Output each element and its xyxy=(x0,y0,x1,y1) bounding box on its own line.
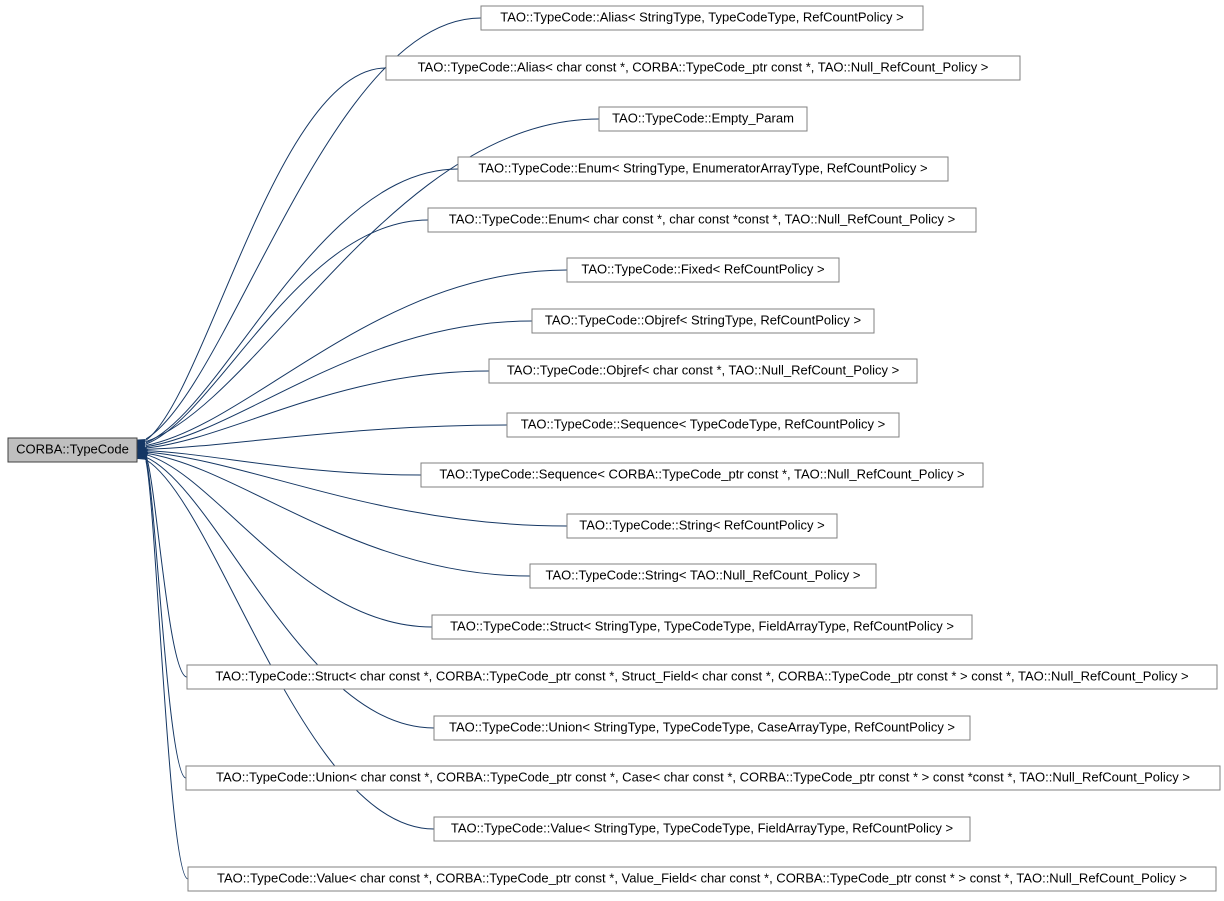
class-node-label: TAO::TypeCode::Enum< StringType, Enumera… xyxy=(478,160,927,175)
inheritance-diagram: CORBA::TypeCode TAO::TypeCode::Alias< Str… xyxy=(0,0,1224,901)
class-node-label: TAO::TypeCode::Objref< char const *, TAO… xyxy=(507,362,899,377)
class-node-label: TAO::TypeCode::Alias< StringType, TypeCo… xyxy=(500,9,903,24)
inheritance-edge xyxy=(146,425,507,449)
class-node-label: TAO::TypeCode::Union< StringType, TypeCo… xyxy=(449,719,955,734)
class-node-label: TAO::TypeCode::Value< StringType, TypeCo… xyxy=(451,820,953,835)
inheritance-edge xyxy=(146,455,432,627)
class-node-label: TAO::TypeCode::Struct< StringType, TypeC… xyxy=(450,618,954,633)
class-node-label: TAO::TypeCode::Union< char const *, CORB… xyxy=(216,769,1190,784)
inheritance-edge xyxy=(146,458,186,778)
inheritance-edge xyxy=(146,456,187,677)
class-node-label: TAO::TypeCode::Sequence< CORBA::TypeCode… xyxy=(439,466,964,481)
inheritance-edge xyxy=(146,451,421,475)
class-node-label: TAO::TypeCode::Struct< char const *, COR… xyxy=(215,668,1188,683)
class-node-label: TAO::TypeCode::Enum< char const *, char … xyxy=(449,211,956,226)
nodes: CORBA::TypeCode TAO::TypeCode::Alias< Str… xyxy=(8,6,1220,891)
inheritance-edge xyxy=(146,220,428,444)
class-node-label: TAO::TypeCode::String< RefCountPolicy > xyxy=(579,517,824,532)
class-node-label: TAO::TypeCode::Value< char const *, CORB… xyxy=(217,870,1187,885)
class-node-label: TAO::TypeCode::Empty_Param xyxy=(612,110,794,125)
class-node-label: TAO::TypeCode::Alias< char const *, CORB… xyxy=(418,59,989,74)
class-node-label: TAO::TypeCode::Sequence< TypeCodeType, R… xyxy=(521,416,885,431)
edges xyxy=(146,18,599,879)
inheritance-edge xyxy=(146,371,489,448)
inheritance-edge xyxy=(146,169,458,443)
class-node-label: TAO::TypeCode::Objref< StringType, RefCo… xyxy=(545,312,861,327)
class-node-label: TAO::TypeCode::Fixed< RefCountPolicy > xyxy=(581,261,824,276)
class-node-label: TAO::TypeCode::String< TAO::Null_RefCoun… xyxy=(545,567,860,582)
root-node-label: CORBA::TypeCode xyxy=(16,441,129,456)
inheritance-edge xyxy=(146,461,188,879)
